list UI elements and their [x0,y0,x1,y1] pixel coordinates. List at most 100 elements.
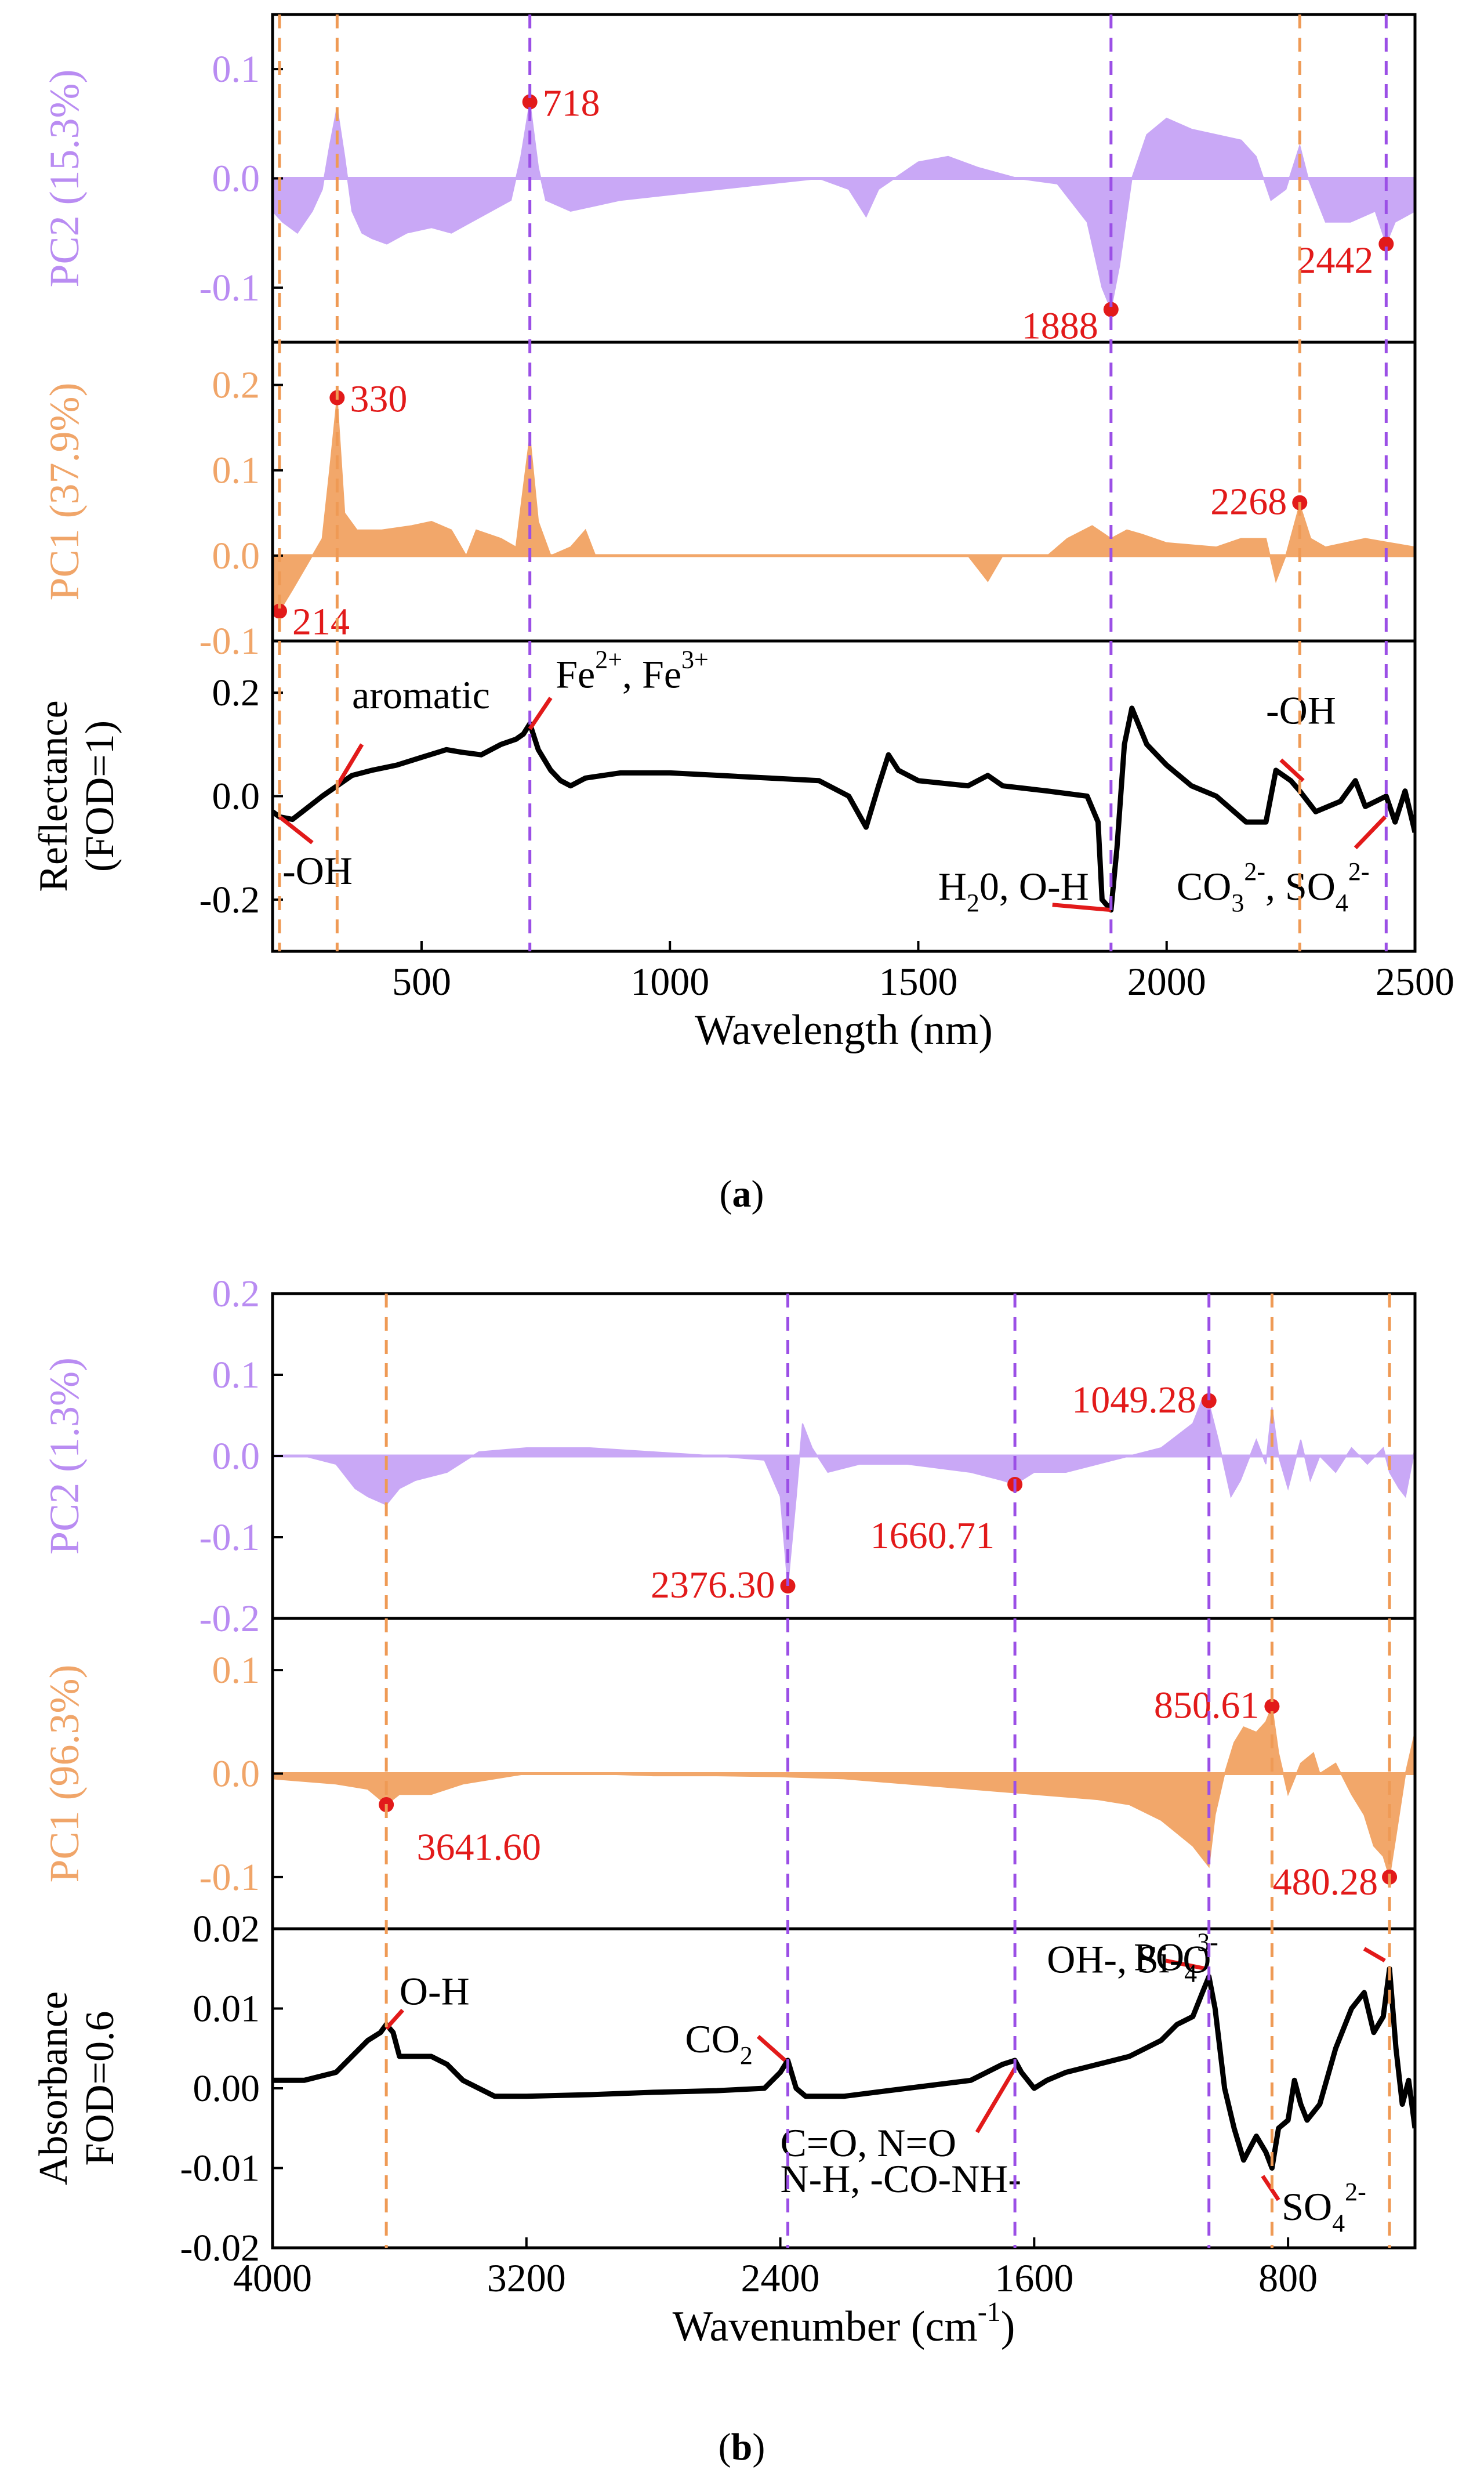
y-tick-label: -0.2 [199,879,260,921]
annotation-text: OH-, Si-O [1047,1937,1211,1982]
peak-marker [1378,236,1394,252]
series-group [273,1398,1415,1587]
y-tick-label: 0.1 [212,48,260,90]
series-group [273,1966,1415,2171]
annotation-label: CO2 [685,2017,752,2070]
annotation-leader [1279,758,1305,783]
peak-marker [522,94,538,110]
subplot-spectrum: -0.02 -0.01 0.00 0.01 0.02 Absorbance FOD=0.6 O… [31,1908,1417,2269]
annotation-leader [975,2067,1017,2134]
annotation-leader [528,697,553,730]
annotation-leader [335,743,364,787]
annotation-text: C=O, N=O [781,2121,956,2165]
y-tick-label: 0.0 [212,776,260,818]
x-tick-label: 4000 [233,2256,312,2300]
peak-label: 2376.30 [651,1564,775,1606]
y-axis-label: (FOD=1) [78,720,122,872]
peak-label: 850.61 [1154,1685,1260,1727]
x-tick-label: 1500 [879,959,957,1004]
annotation-text: aromatic [352,673,490,717]
annotation-sub: 2 [967,889,979,917]
annotation-text: O-H [400,1969,470,2013]
peak-label: 2268 [1210,481,1287,523]
x-axis-label-main: Wavenumber (cm [673,2303,978,2350]
peak-label: 2442 [1297,240,1373,282]
annotation-after: , Fe [622,652,681,696]
x-axis-label-end: ) [1001,2303,1015,2350]
y-tick-label: 0.00 [193,2067,260,2110]
annotation-text: PO [1134,1935,1184,1979]
annotation-label: PO43- [1134,1928,1218,1988]
y-tick-label: 0.0 [212,1753,260,1795]
x-tick-label: 1000 [630,959,709,1004]
y-axis-label: PC2 (1.3%) [41,1357,88,1555]
y-axis-label: PC1 (96.3%) [41,1665,88,1883]
peak-marker [1264,1698,1280,1714]
caption-a-letter: a [732,1173,752,1215]
peak-label: 214 [292,601,350,643]
annotation-label: C=O, N=O [781,2121,956,2165]
annotation-text: Fe [556,652,595,696]
y-tick-label: 0.0 [212,1435,260,1477]
subplot-pc1: -0.1 0.0 0.1 0.2 PC1 (37.9%) 214 330 2268 [41,341,1417,662]
annotation-text: SO [1282,2185,1332,2229]
peak-label: 3641.60 [416,1826,541,1868]
peak-marker [271,603,287,619]
x-tick-label: 2500 [1376,959,1454,1004]
y-tick-label: -0.1 [199,1516,260,1559]
y-axis-label: PC1 (37.9%) [41,383,88,601]
y-tick-label: 0.01 [193,1988,260,2030]
peak-marker [1103,302,1119,317]
annotation-after: 0, O-H [979,864,1089,908]
series-line-spectrum [273,1966,1415,2171]
subplot-spectrum: -0.2 0.0 0.2 Reflectance (FOD=1) aromatic -OH H… [31,639,1417,953]
annotation-sup: 3+ [681,645,709,673]
annotation-text: H [938,864,967,908]
annotation-leader [1052,903,1112,912]
annotation-label: -OH [282,849,353,893]
y-tick-label: 0.2 [212,1273,260,1315]
x-axis-label: Wavelength (nm) [695,1006,993,1054]
caption-b: (b) [719,2426,765,2468]
x-tick-label: 1600 [995,2256,1073,2300]
peak-label: 330 [350,378,407,421]
annotation-sup: 2- [1244,857,1265,886]
x-tick-label: 500 [392,959,451,1004]
annotation-sub: 4 [1336,889,1348,917]
caption-a: (a) [720,1173,764,1215]
y-axis-label: PC2 (15.3%) [41,70,88,288]
annotation-label: N-H, -CO-NH- [781,2157,1021,2201]
y-tick-label: -0.02 [180,2227,260,2269]
annotation-text: CO [685,2017,739,2061]
x-axis-label: Wavenumber (cm-1) [673,2297,1015,2350]
peak-label: 1660.71 [870,1515,995,1557]
peak-label: 718 [543,82,600,125]
annotation-sup: 2- [1348,857,1370,886]
subplot-pc1: -0.1 0.0 0.1 PC1 (96.3%) 3641.60 850.61 480.28 [41,1617,1417,1931]
annotation-label: Fe2+, Fe3+ [556,645,709,696]
y-tick-label: -0.01 [180,2147,260,2190]
x-tick-label: 2000 [1127,959,1206,1004]
subplot-frame [271,1927,1417,2250]
y-tick-label: 0.1 [212,1354,260,1396]
series-line-spectrum [273,705,1415,913]
annotation-leader [278,815,314,845]
x-tick-label: 2400 [741,2256,820,2300]
y-tick-label: 0.2 [212,364,260,407]
annotation-text: CO [1177,864,1231,908]
x-tick-label: 3200 [487,2256,566,2300]
annotation-sup: 2- [1345,2178,1366,2206]
series-area-pc1 [273,1704,1415,1878]
annotation-leader [1165,1958,1206,1971]
y-axis-label: Reflectance [31,700,76,892]
annotation-label: CO32-, SO42- [1177,857,1370,917]
annotation-sub: 4 [1332,2209,1345,2237]
y-tick-label: 0.1 [212,1649,260,1692]
y-tick-label: 0.2 [212,672,260,714]
x-tick-label: 800 [1258,2256,1318,2300]
annotation-sub: 4 [1184,1960,1197,1988]
series-group [273,1704,1415,1878]
annotation-label: O-H [400,1969,470,2013]
series-group [273,705,1415,913]
